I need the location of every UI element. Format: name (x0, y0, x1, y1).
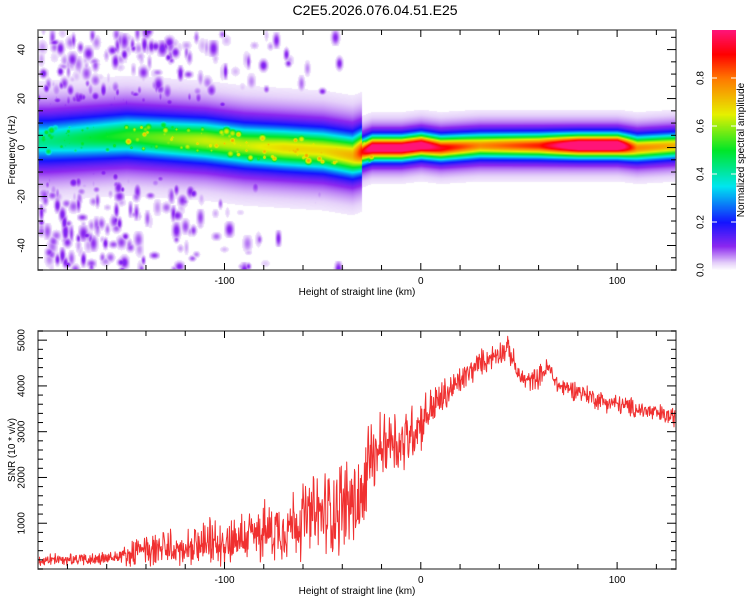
snr-frame (37, 330, 677, 570)
snr-y-tick-label: 2000 (17, 466, 28, 489)
spectrogram-y-tick-label: -20 (17, 189, 28, 204)
colorbar-label: Normalized spectral amplitude (736, 82, 747, 217)
colorbar-tick-label: 0.4 (696, 167, 707, 181)
chart-title: C2E5.2026.076.04.51.E25 (292, 2, 458, 18)
spectrogram-axes: -100 0 100 -40 -20 0 20 40 Height of straight li… (7, 29, 677, 298)
spectrogram-y-tick-label: 40 (17, 44, 28, 56)
colorbar-tick-label: 0.8 (696, 71, 707, 85)
spectrogram-frame (37, 29, 677, 271)
snr-x-tick-label: 100 (609, 575, 626, 586)
spectrogram-x-tick-label: 100 (609, 276, 626, 287)
spectrogram-x-tick-label: -100 (214, 276, 234, 287)
snr-y-tick-label: 5000 (17, 329, 28, 352)
spectrogram-image (38, 30, 676, 270)
snr-series-line (38, 335, 676, 567)
snr-y-tick-label: 3000 (17, 420, 28, 443)
snr-y-tick-label: 4000 (17, 374, 28, 397)
colorbar-tick-label: 0.6 (696, 119, 707, 133)
spectrogram-x-tick-label: 0 (418, 276, 424, 287)
spectrogram-y-tick-label: 0 (17, 144, 28, 150)
spectrogram-y-axis-label: Frequency (Hz) (7, 116, 18, 185)
snr-y-tick-label: 1000 (17, 512, 28, 535)
colorbar-tick-label: 0.0 (696, 263, 707, 277)
snr-x-tick-label: 0 (418, 575, 424, 586)
snr-y-axis-label: SNR (10 * v/v) (7, 418, 18, 482)
spectrogram-y-tick-label: -40 (17, 238, 28, 253)
spectrogram-x-axis-label: Height of straight line (km) (299, 287, 416, 298)
colorbar-tick-label: 0.2 (696, 215, 707, 229)
spectrogram-y-tick-label: 20 (17, 93, 28, 105)
snr-x-tick-label: -100 (214, 575, 234, 586)
snr-x-axis-label: Height of straight line (km) (299, 586, 416, 597)
colorbar-gradient (712, 30, 736, 270)
colorbar-axes: 0.0 0.2 0.4 0.6 0.8 Normalized spectral ampli… (696, 71, 748, 277)
snr-axes: -100 0 100 1000 2000 3000 4000 5000 Height of st… (7, 329, 677, 597)
